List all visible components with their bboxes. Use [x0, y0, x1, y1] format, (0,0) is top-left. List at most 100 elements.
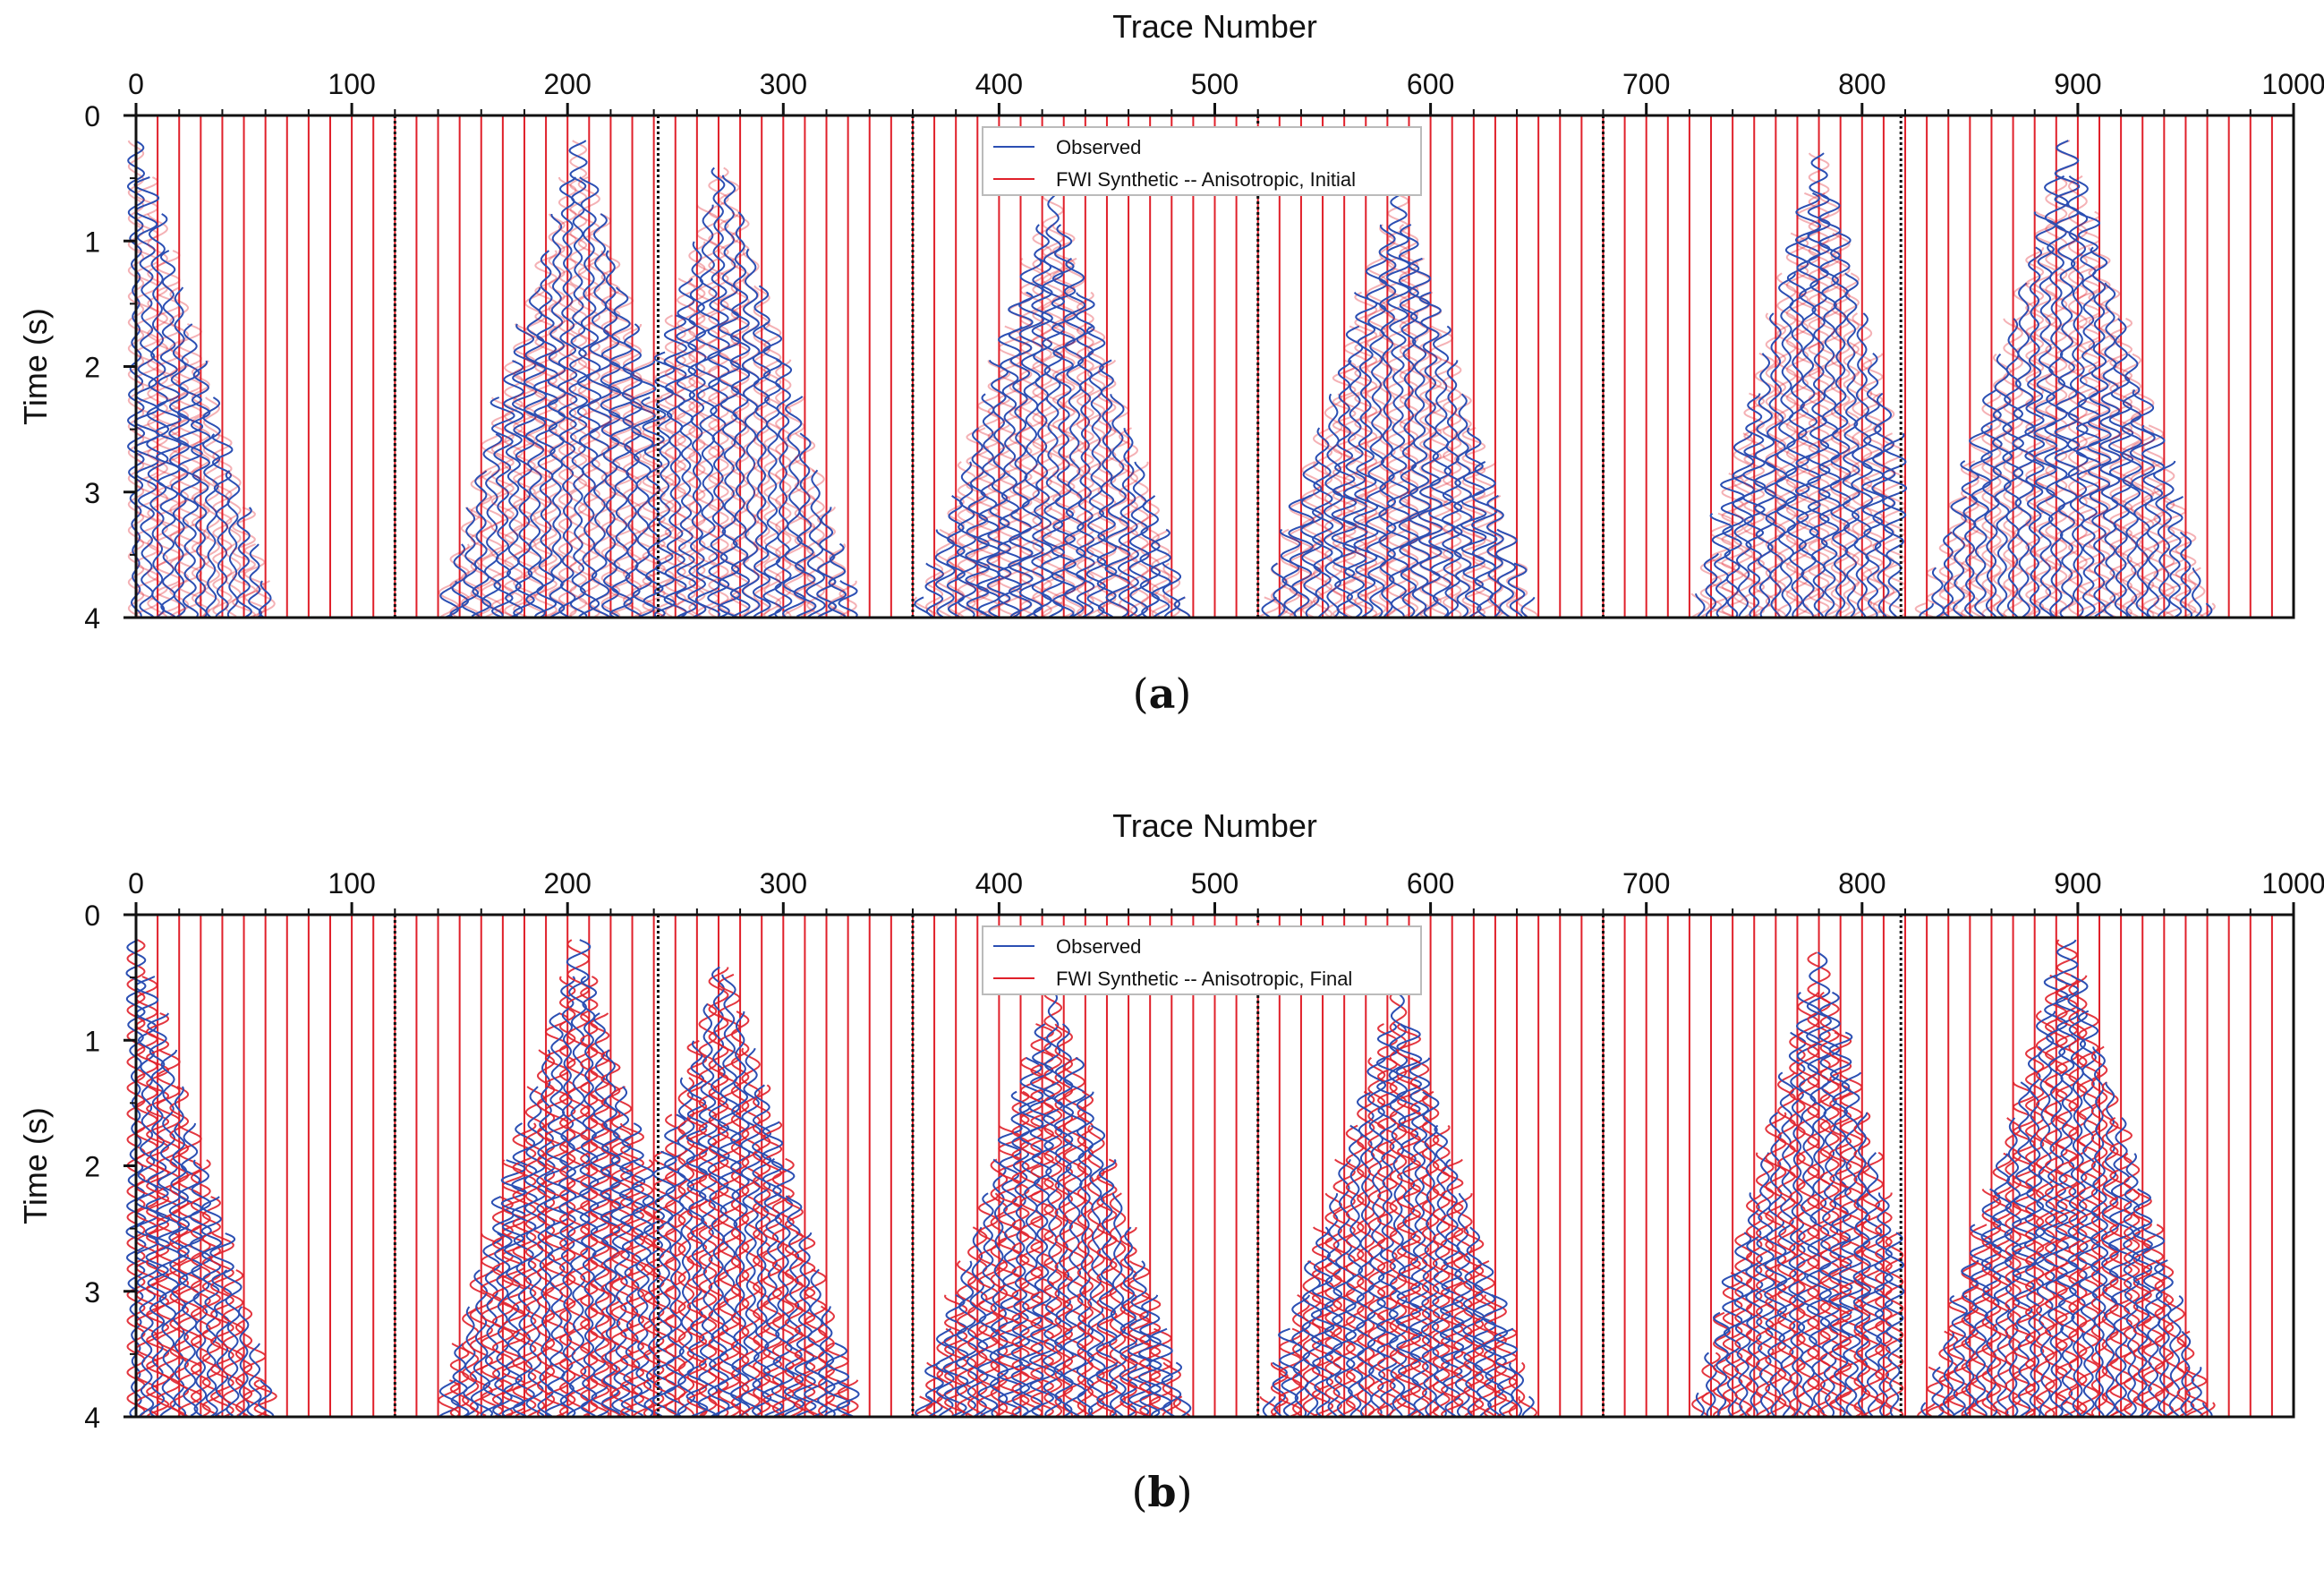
observed-wiggle	[1352, 292, 1379, 618]
synthetic-wiggle	[1755, 1152, 1775, 1417]
observed-wiggle	[1471, 461, 1498, 618]
synthetic-wiggle	[147, 213, 168, 618]
synthetic-wiggle	[957, 461, 976, 618]
synthetic-wiggle	[1709, 512, 1734, 618]
synthetic-wiggle	[1301, 460, 1323, 618]
observed-wiggle	[1861, 352, 1885, 618]
synthetic-wiggle	[1421, 1090, 1440, 1418]
legend-box	[982, 126, 1422, 196]
synthetic-wiggle	[925, 1361, 944, 1418]
shot-gather	[914, 190, 1192, 618]
observed-wiggle	[209, 1232, 236, 1418]
observed-wiggle	[1119, 1226, 1138, 1418]
panel-a-chart: Trace Number Time (s) 0 100 200 300 400 500 600 7…	[17, 8, 2324, 635]
observed-wiggle	[144, 1012, 171, 1418]
observed-wiggle	[1075, 292, 1095, 618]
synthetic-wiggle	[2025, 247, 2045, 618]
observed-wiggle	[729, 211, 751, 618]
observed-wiggle	[2107, 1117, 2134, 1418]
wiggle-group	[126, 140, 2216, 618]
synthetic-wiggle	[146, 1012, 170, 1417]
legend-label: Observed	[1056, 136, 1141, 158]
synthetic-wiggle	[1345, 1124, 1365, 1418]
synthetic-wiggle	[2005, 1117, 2022, 1418]
observed-wiggle	[1344, 1124, 1366, 1418]
observed-wiggle	[1462, 1226, 1485, 1418]
observed-wiggle	[1942, 531, 1954, 618]
synthetic-wiggle	[943, 1294, 968, 1418]
synthetic-wiggle	[1312, 427, 1333, 618]
synthetic-wiggle	[622, 324, 643, 618]
y-tick-label: 4	[84, 602, 100, 635]
observed-wiggle	[642, 1196, 665, 1418]
observed-wiggle	[1095, 1158, 1119, 1418]
observed-wiggle	[258, 1379, 275, 1417]
shot-gather	[914, 989, 1192, 1418]
synthetic-wiggle	[2142, 1224, 2165, 1418]
observed-wiggle	[997, 326, 1023, 618]
observed-wiggle	[1324, 1193, 1343, 1418]
x-tick-label: 1000	[2261, 68, 2324, 100]
x-tick-label: 100	[328, 867, 375, 900]
synthetic-wiggle	[686, 1039, 708, 1418]
observed-wiggle	[608, 286, 635, 618]
observed-wiggle	[1417, 291, 1443, 618]
shot-gather	[1914, 140, 2216, 618]
y-tick-label: 0	[84, 100, 100, 132]
y-tick-label: 3	[84, 1276, 100, 1309]
observed-wiggle	[629, 360, 657, 618]
observed-wiggle	[1818, 991, 1841, 1418]
observed-wiggle	[729, 1010, 751, 1418]
observed-wiggle	[1704, 1352, 1717, 1418]
observed-wiggle	[707, 966, 730, 1418]
synthetic-wiggle	[2034, 210, 2057, 618]
observed-wiggle	[1509, 1361, 1525, 1418]
observed-wiggle	[1960, 460, 1979, 618]
synthetic-wiggle	[998, 325, 1022, 618]
observed-wiggle	[1950, 495, 1968, 618]
synthetic-wiggle	[763, 321, 782, 618]
observed-wiggle	[1031, 224, 1053, 618]
observed-wiggle	[956, 461, 977, 618]
synthetic-wiggle	[664, 314, 686, 618]
synthetic-wiggle	[212, 433, 233, 618]
x-tick-label: 900	[2054, 867, 2101, 900]
synthetic-wiggle	[2199, 1402, 2216, 1418]
observed-wiggle	[536, 1049, 557, 1418]
synthetic-wiggle	[558, 976, 576, 1417]
synthetic-wiggle	[243, 543, 266, 618]
synthetic-wiggle	[676, 277, 696, 618]
observed-wiggle	[1271, 562, 1288, 618]
synthetic-wiggle	[1743, 392, 1766, 618]
observed-wiggle	[1884, 1232, 1905, 1417]
synthetic-wiggle	[481, 433, 504, 618]
observed-wiggle	[664, 1113, 687, 1417]
observed-wiggle	[1311, 427, 1334, 618]
observed-wiggle	[502, 360, 524, 618]
synthetic-wiggle	[504, 360, 524, 618]
observed-wiggle	[740, 1047, 762, 1417]
observed-wiggle	[511, 323, 538, 618]
synthetic-wiggle	[2024, 1045, 2045, 1417]
observed-wiggle	[1365, 258, 1388, 618]
observed-wiggle	[1161, 1361, 1183, 1418]
synthetic-wiggle	[2044, 974, 2068, 1417]
observed-wiggle	[2087, 246, 2112, 618]
observed-wiggle	[741, 248, 761, 618]
wiggle-group	[125, 939, 2216, 1418]
synthetic-wiggle	[2132, 1189, 2152, 1418]
synthetic-wiggle	[1324, 1192, 1342, 1418]
observed-wiggle	[200, 1196, 223, 1418]
observed-wiggle	[1521, 1395, 1535, 1417]
observed-wiggle	[1520, 596, 1536, 618]
synthetic-wiggle	[654, 351, 675, 618]
x-tick-label: 600	[1407, 867, 1454, 900]
synthetic-wiggle	[1357, 1090, 1375, 1418]
observed-wiggle	[1428, 325, 1455, 618]
observed-wiggle	[1871, 392, 1896, 618]
observed-wiggle	[770, 1157, 796, 1418]
observed-wiggle	[2179, 531, 2193, 618]
observed-wiggle	[1441, 360, 1463, 618]
observed-wiggle	[1452, 393, 1473, 618]
